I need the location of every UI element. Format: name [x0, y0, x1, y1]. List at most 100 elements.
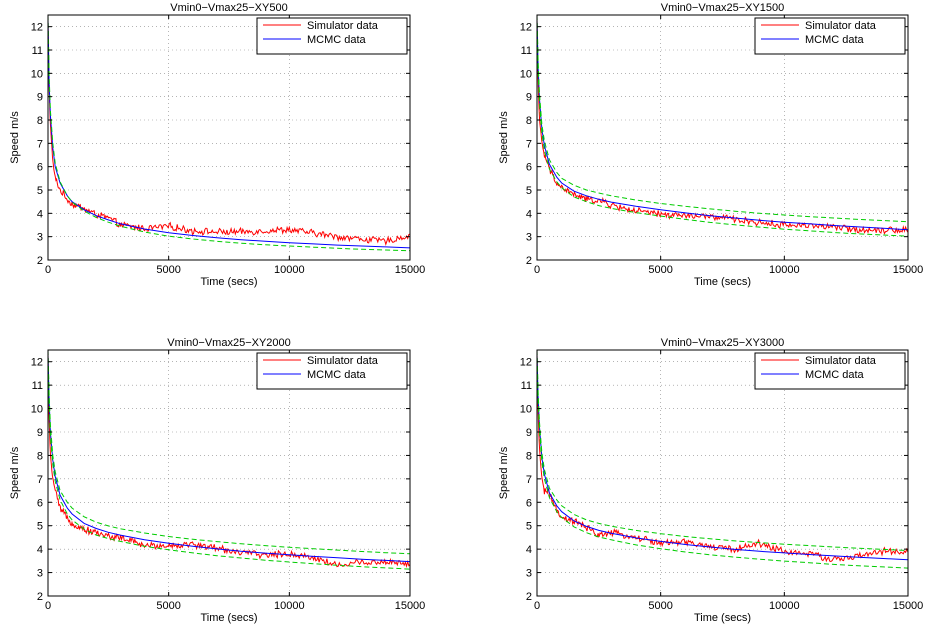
axes-box: [536, 349, 909, 597]
subplot-3: 0 5000 10000 15000 2 3 4 5 6 7 8 9 10 11 12 Vmin0−Vmax2…: [9, 337, 425, 624]
y-tick-label: 7: [526, 138, 532, 150]
x-tick-label: 0: [534, 264, 540, 276]
y-tick-label: 9: [526, 92, 532, 104]
y-tick-label: 11: [521, 45, 532, 57]
x-tick-label: 0: [45, 600, 51, 612]
y-tick-label: 4: [526, 208, 532, 220]
plot-area: [537, 350, 908, 569]
y-tick-label: 12: [31, 357, 43, 369]
y-tick-label: 9: [37, 427, 43, 439]
subplot-title: Vmin0−Vmax25−XY2000: [167, 337, 291, 349]
y-tick-label: 3: [37, 568, 43, 580]
legend-entry: MCMC data: [805, 369, 865, 381]
x-tick-label: 15000: [893, 264, 924, 276]
series-line-fit-bound-2: [48, 15, 410, 252]
legend-box: [754, 352, 906, 390]
legend-box: [256, 352, 408, 390]
series-line-fit-bound-2: [537, 350, 908, 551]
y-tick-label: 7: [526, 474, 532, 486]
y-tick-label: 6: [526, 162, 532, 174]
y-tick-label: 11: [32, 45, 43, 57]
x-tick-label: 15000: [893, 600, 924, 612]
x-tick-label: 15000: [395, 600, 426, 612]
series-line-fit-bound-2: [537, 15, 908, 223]
plot-area: [48, 350, 410, 570]
series-line-fit-bound-3: [537, 24, 908, 237]
x-tick-label: 5000: [156, 600, 180, 612]
subplot-title: Vmin0−Vmax25−XY3000: [661, 337, 785, 349]
legend-box: [754, 17, 906, 55]
x-axis-label: Time (secs): [694, 612, 751, 624]
x-tick-label: 10000: [274, 264, 305, 276]
series-line-mcmc-data: [537, 354, 908, 561]
y-tick-label: 4: [526, 544, 532, 556]
y-axis-label: Speed m/s: [498, 446, 510, 499]
y-tick-label: 3: [526, 568, 532, 580]
y-tick-label: 2: [526, 255, 532, 267]
y-tick-label: 6: [37, 497, 43, 509]
y-tick-label: 10: [520, 404, 532, 416]
y-tick-label: 5: [37, 185, 43, 197]
y-tick-label: 8: [37, 450, 43, 462]
y-tick-label: 12: [520, 22, 532, 34]
subplot-1: 0 5000 10000 15000 2 3 4 5 6 7 8 9 10 11 12 Vmin0−Vmax2…: [9, 2, 425, 288]
y-tick-label: 11: [521, 380, 532, 392]
legend-entry: Simulator data: [307, 355, 379, 367]
y-tick-label: 9: [526, 427, 532, 439]
series-line-mcmc-data: [537, 19, 908, 231]
legend-entry: MCMC data: [805, 34, 865, 46]
y-tick-label: 12: [31, 22, 43, 34]
series-line-mcmc-data: [48, 354, 410, 563]
x-tick-label: 0: [534, 600, 540, 612]
y-tick-label: 9: [37, 92, 43, 104]
subplot-title: Vmin0−Vmax25−XY500: [170, 2, 287, 14]
series-line-fit-bound-3: [537, 359, 908, 569]
subplot-title: Vmin0−Vmax25−XY1500: [661, 2, 785, 14]
y-tick-label: 5: [526, 521, 532, 533]
x-tick-label: 15000: [395, 264, 426, 276]
y-tick-label: 5: [37, 521, 43, 533]
y-tick-label: 8: [526, 450, 532, 462]
legend-box: [256, 17, 408, 55]
legend-entry: Simulator data: [805, 355, 877, 367]
x-tick-label: 10000: [769, 600, 800, 612]
series-line-simulator-data: [537, 353, 908, 563]
x-tick-label: 5000: [156, 264, 180, 276]
legend: Simulator data MCMC data: [256, 352, 408, 390]
x-tick-label: 0: [45, 264, 51, 276]
axes-box: [47, 14, 411, 261]
x-tick-label: 5000: [648, 600, 672, 612]
x-axis-label: Time (secs): [200, 276, 257, 288]
x-axis-label: Time (secs): [200, 612, 257, 624]
y-tick-label: 2: [37, 591, 43, 603]
y-tick-label: 10: [31, 68, 43, 80]
legend-entry: MCMC data: [307, 369, 367, 381]
y-tick-label: 7: [37, 138, 43, 150]
y-tick-label: 8: [526, 115, 532, 127]
y-tick-label: 11: [32, 380, 43, 392]
plot-area: [537, 15, 908, 237]
y-tick-label: 2: [526, 591, 532, 603]
y-tick-label: 8: [37, 115, 43, 127]
plot-area: [48, 15, 410, 252]
series-line-fit-bound-3: [48, 359, 410, 570]
y-tick-label: 6: [37, 162, 43, 174]
y-tick-label: 3: [37, 232, 43, 244]
y-tick-label: 10: [31, 404, 43, 416]
x-tick-label: 5000: [648, 264, 672, 276]
y-axis-label: Speed m/s: [498, 111, 510, 164]
x-tick-label: 10000: [274, 600, 305, 612]
legend: Simulator data MCMC data: [256, 17, 408, 55]
legend-entry: Simulator data: [307, 20, 379, 32]
x-tick-label: 10000: [769, 264, 800, 276]
y-tick-label: 4: [37, 544, 43, 556]
y-tick-label: 5: [526, 185, 532, 197]
legend: Simulator data MCMC data: [754, 17, 906, 55]
y-axis-label: Speed m/s: [9, 446, 21, 499]
y-tick-label: 12: [520, 357, 532, 369]
axes-box: [47, 349, 411, 597]
y-tick-label: 4: [37, 208, 43, 220]
y-tick-label: 6: [526, 497, 532, 509]
axes-box: [536, 14, 909, 261]
